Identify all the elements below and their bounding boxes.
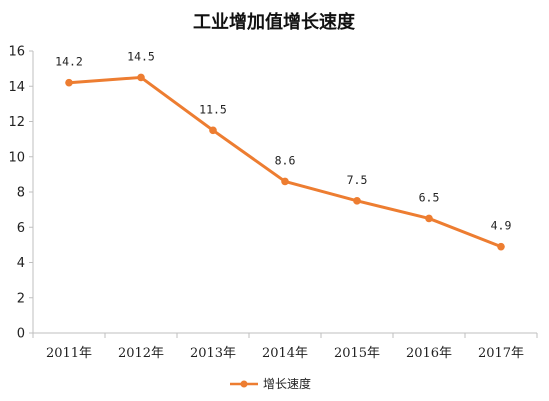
y-tick-label: 8 — [17, 186, 25, 201]
data-label: 14.2 — [55, 55, 83, 69]
x-tick-label: 2017年 — [478, 346, 524, 361]
data-labels: 14.2 14.5 11.5 8.6 7.5 6.5 4.9 — [55, 49, 511, 232]
data-point — [209, 126, 217, 135]
data-label: 7.5 — [347, 173, 368, 187]
data-point — [137, 73, 145, 82]
y-tick-label: 0 — [17, 327, 25, 342]
series-layer — [65, 73, 505, 251]
y-axis-ticks: 0 2 4 6 8 10 12 14 16 — [8, 45, 33, 342]
x-tick-label: 2011年 — [46, 346, 92, 361]
x-tick-label: 2014年 — [262, 346, 308, 361]
y-tick-label: 12 — [8, 115, 25, 130]
x-tick-label: 2013年 — [190, 346, 236, 361]
data-label: 4.9 — [491, 219, 512, 233]
y-tick-label: 2 — [17, 291, 25, 306]
y-tick-label: 16 — [8, 45, 25, 60]
x-tick-label: 2016年 — [406, 346, 452, 361]
x-axis-ticks: 2011年 2012年 2013年 2014年 2015年 2016年 2017年 — [32, 333, 538, 361]
chart-title: 工业增加值增长速度 — [193, 11, 356, 33]
y-tick-label: 10 — [8, 150, 25, 165]
y-tick-label: 14 — [8, 80, 25, 95]
data-point — [281, 177, 289, 186]
legend-label: 增长速度 — [263, 376, 311, 391]
x-tick-label: 2012年 — [118, 346, 164, 361]
y-tick-label: 6 — [17, 221, 25, 236]
data-point — [425, 214, 433, 223]
x-tick-label: 2015年 — [334, 346, 380, 361]
data-label: 11.5 — [199, 102, 227, 116]
data-point — [353, 197, 361, 205]
data-label: 14.5 — [127, 49, 155, 63]
legend-marker-swatch — [240, 380, 248, 388]
legend: 增长速度 — [230, 376, 311, 391]
y-tick-label: 4 — [17, 256, 25, 271]
data-point — [65, 78, 73, 87]
data-label: 6.5 — [419, 190, 440, 204]
data-label: 8.6 — [275, 153, 296, 167]
data-point — [497, 242, 505, 251]
